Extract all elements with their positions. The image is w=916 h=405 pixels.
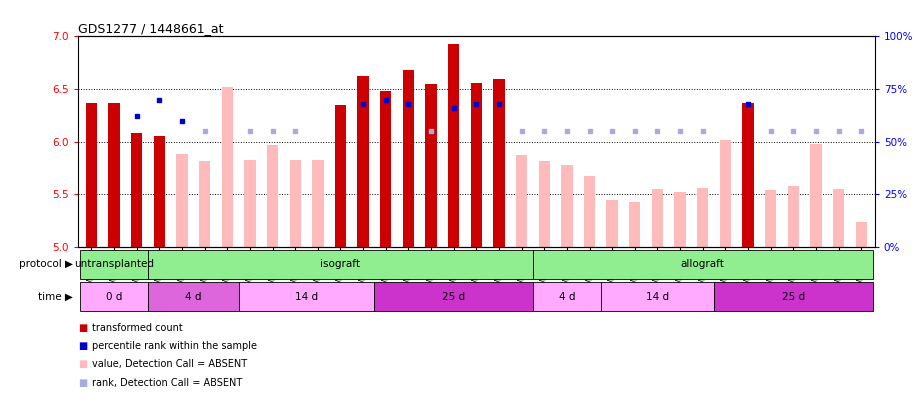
- Bar: [674, 192, 686, 247]
- Bar: [856, 222, 867, 247]
- Bar: [148, 282, 238, 311]
- Bar: [448, 44, 459, 247]
- Text: ■: ■: [78, 378, 87, 388]
- Text: rank, Detection Call = ABSENT: rank, Detection Call = ABSENT: [92, 378, 242, 388]
- Text: percentile rank within the sample: percentile rank within the sample: [92, 341, 256, 351]
- Bar: [583, 177, 595, 247]
- Bar: [108, 103, 120, 247]
- Bar: [833, 189, 845, 247]
- Text: protocol ▶: protocol ▶: [19, 259, 73, 269]
- Bar: [629, 202, 640, 247]
- Bar: [471, 83, 482, 247]
- Bar: [312, 160, 323, 247]
- Bar: [86, 103, 97, 247]
- Bar: [199, 161, 211, 247]
- Text: 14 d: 14 d: [646, 292, 669, 302]
- Bar: [765, 190, 776, 247]
- Text: isograft: isograft: [321, 259, 361, 269]
- Text: 0 d: 0 d: [106, 292, 122, 302]
- Bar: [697, 188, 708, 247]
- Bar: [80, 249, 148, 279]
- Bar: [652, 189, 663, 247]
- Bar: [131, 133, 142, 247]
- Text: 4 d: 4 d: [559, 292, 575, 302]
- Bar: [267, 145, 278, 247]
- Bar: [245, 160, 256, 247]
- Bar: [714, 282, 873, 311]
- Text: ■: ■: [78, 360, 87, 369]
- Bar: [335, 105, 346, 247]
- Bar: [403, 70, 414, 247]
- Text: ■: ■: [78, 341, 87, 351]
- Bar: [289, 160, 300, 247]
- Bar: [788, 186, 799, 247]
- Bar: [516, 156, 528, 247]
- Bar: [154, 136, 165, 247]
- Text: 25 d: 25 d: [442, 292, 465, 302]
- Bar: [222, 87, 233, 247]
- Text: allograft: allograft: [681, 259, 725, 269]
- Bar: [742, 103, 754, 247]
- Bar: [238, 282, 375, 311]
- Bar: [380, 91, 391, 247]
- Bar: [533, 282, 601, 311]
- Text: 25 d: 25 d: [781, 292, 805, 302]
- Bar: [720, 140, 731, 247]
- Text: ■: ■: [78, 323, 87, 333]
- Bar: [425, 84, 437, 247]
- Bar: [539, 161, 550, 247]
- Bar: [606, 200, 617, 247]
- Text: transformed count: transformed count: [92, 323, 182, 333]
- Bar: [148, 249, 533, 279]
- Text: 4 d: 4 d: [185, 292, 202, 302]
- Bar: [177, 154, 188, 247]
- Bar: [80, 282, 148, 311]
- Text: 14 d: 14 d: [295, 292, 318, 302]
- Bar: [811, 144, 822, 247]
- Text: time ▶: time ▶: [38, 292, 73, 302]
- Bar: [562, 165, 572, 247]
- Bar: [357, 77, 369, 247]
- Bar: [375, 282, 533, 311]
- Text: GDS1277 / 1448661_at: GDS1277 / 1448661_at: [78, 22, 224, 35]
- Bar: [601, 282, 714, 311]
- Bar: [494, 79, 505, 247]
- Bar: [533, 249, 873, 279]
- Text: value, Detection Call = ABSENT: value, Detection Call = ABSENT: [92, 360, 246, 369]
- Text: untransplanted: untransplanted: [74, 259, 154, 269]
